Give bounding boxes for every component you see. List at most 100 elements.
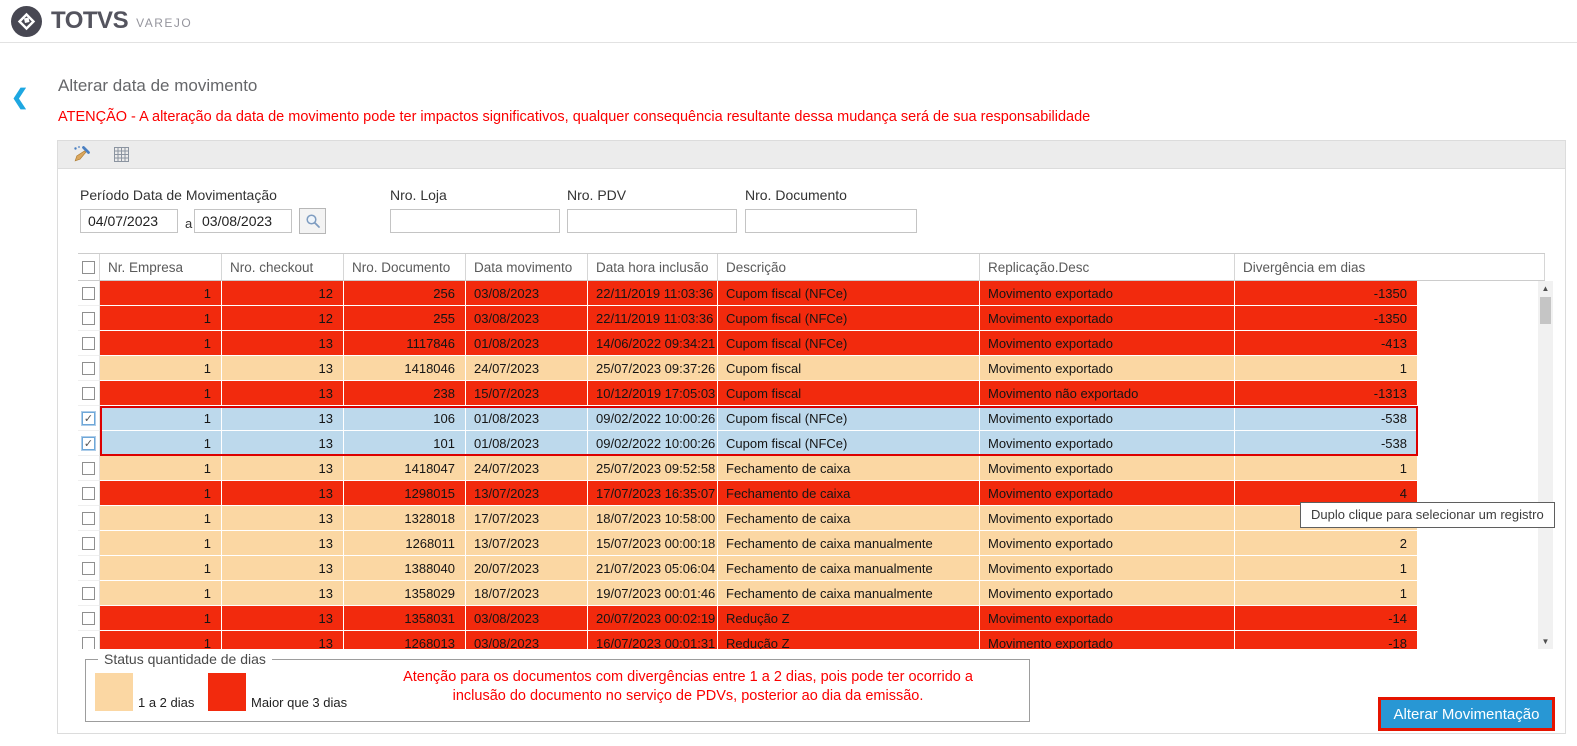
cell-replicacao: Movimento exportado [980, 631, 1235, 649]
cell-divergencia: 1 [1235, 556, 1418, 581]
cell-data_hora: 18/07/2023 10:58:00 [588, 506, 718, 531]
row-checkbox[interactable] [82, 511, 95, 525]
cell-data_movimento: 01/08/2023 [466, 406, 588, 431]
table-row[interactable]: 1 13 1358029 18/07/2023 19/07/2023 00:01:46 F… [78, 581, 1418, 606]
scroll-up-icon[interactable]: ▲ [1541, 284, 1550, 293]
table-row[interactable]: 1 12 256 03/08/2023 22/11/2019 11:03:36 Cupom… [78, 281, 1418, 306]
cell-documento: 1117846 [344, 331, 466, 356]
row-checkbox-cell: ✓ [78, 406, 100, 431]
row-checkbox-cell [78, 481, 100, 506]
cell-data_hora: 09/02/2022 10:00:26 [588, 406, 718, 431]
column-header[interactable]: Data hora inclusão [588, 254, 718, 280]
select-all-checkbox[interactable] [82, 260, 95, 274]
table-row[interactable]: 1 13 1298015 13/07/2023 17/07/2023 16:35:07 F… [78, 481, 1418, 506]
row-checkbox-cell [78, 531, 100, 556]
alterar-movimentacao-button[interactable]: Alterar Movimentação [1378, 697, 1555, 731]
cell-replicacao: Movimento exportado [980, 481, 1235, 506]
column-header[interactable]: Replicação.Desc [980, 254, 1235, 280]
grid-columns-icon[interactable] [111, 145, 131, 165]
table-row[interactable]: 1 13 1268011 13/07/2023 15/07/2023 00:00:18 F… [78, 531, 1418, 556]
cell-data_movimento: 17/07/2023 [466, 506, 588, 531]
row-checkbox[interactable] [82, 461, 95, 475]
notice-line2: inclusão do documento no serviço de PDVs… [452, 688, 924, 704]
row-checkbox[interactable] [82, 486, 95, 500]
table-row[interactable]: 1 13 1328018 17/07/2023 18/07/2023 10:58:00 F… [78, 506, 1418, 531]
cell-divergencia: -18 [1235, 631, 1418, 649]
cell-descricao: Cupom fiscal (NFCe) [718, 331, 980, 356]
row-checkbox[interactable] [82, 611, 95, 625]
cell-data_movimento: 01/08/2023 [466, 331, 588, 356]
column-header[interactable]: Divergência em dias [1235, 254, 1545, 280]
table-row[interactable]: ✓ 1 13 106 01/08/2023 09/02/2022 10:00:26 Cupo… [78, 406, 1418, 431]
table-row[interactable]: ✓ 1 13 101 01/08/2023 09/02/2022 10:00:26 Cupo… [78, 431, 1418, 456]
search-icon [305, 214, 320, 228]
table-header: Nr. Empresa Nro. checkout Nro. Documento Da… [78, 253, 1545, 281]
row-checkbox[interactable] [82, 361, 95, 375]
back-button[interactable]: ❮ [11, 86, 29, 109]
row-checkbox[interactable] [82, 636, 95, 649]
column-header[interactable]: Nr. Empresa [100, 254, 222, 280]
cell-checkout: 13 [222, 381, 344, 406]
table-row[interactable]: 1 13 1358031 03/08/2023 20/07/2023 00:02:19 R… [78, 606, 1418, 631]
row-checkbox[interactable] [82, 336, 95, 350]
table-row[interactable]: 1 13 1117846 01/08/2023 14/06/2022 09:34:21 C… [78, 331, 1418, 356]
cell-data_hora: 22/11/2019 11:03:36 [588, 281, 718, 306]
cell-divergencia: 1 [1235, 456, 1418, 481]
cell-documento: 1268011 [344, 531, 466, 556]
table-body: 1 12 256 03/08/2023 22/11/2019 11:03:36 Cupom… [78, 281, 1418, 649]
brand-product: VAREJO [136, 15, 193, 30]
date-from-input[interactable] [80, 209, 178, 233]
vertical-scrollbar[interactable]: ▲ ▼ [1538, 281, 1553, 649]
cell-empresa: 1 [100, 556, 222, 581]
cell-data_hora: 22/11/2019 11:03:36 [588, 306, 718, 331]
cell-data_movimento: 01/08/2023 [466, 431, 588, 456]
column-header[interactable]: Data movimento [466, 254, 588, 280]
scroll-down-icon[interactable]: ▼ [1541, 637, 1550, 646]
cell-documento: 101 [344, 431, 466, 456]
cell-data_movimento: 24/07/2023 [466, 356, 588, 381]
cell-data_movimento: 24/07/2023 [466, 456, 588, 481]
cell-empresa: 1 [100, 606, 222, 631]
cell-descricao: Fechamento de caixa [718, 481, 980, 506]
table-row[interactable]: 1 13 1268013 03/08/2023 16/07/2023 00:01:31 R… [78, 631, 1418, 649]
legend-swatch-red [208, 673, 246, 711]
cell-data_hora: 09/02/2022 10:00:26 [588, 431, 718, 456]
cell-divergencia: -413 [1235, 331, 1418, 356]
date-range-separator: a [185, 216, 193, 231]
cell-documento: 255 [344, 306, 466, 331]
row-checkbox[interactable] [82, 561, 95, 575]
cell-data_hora: 19/07/2023 00:01:46 [588, 581, 718, 606]
top-bar: TOTVS VAREJO [0, 0, 1577, 43]
row-checkbox[interactable] [82, 386, 95, 400]
scrollbar-thumb[interactable] [1540, 297, 1551, 324]
table-row[interactable]: 1 13 1418047 24/07/2023 25/07/2023 09:52:58 F… [78, 456, 1418, 481]
clear-filter-icon[interactable] [71, 145, 91, 165]
table-row[interactable]: 1 12 255 03/08/2023 22/11/2019 11:03:36 Cupom… [78, 306, 1418, 331]
pdv-input[interactable] [567, 209, 737, 233]
documento-input[interactable] [745, 209, 917, 233]
column-header[interactable]: Nro. Documento [344, 254, 466, 280]
cell-divergencia: 2 [1235, 531, 1418, 556]
table-row[interactable]: 1 13 1388040 20/07/2023 21/07/2023 05:06:04 F… [78, 556, 1418, 581]
cell-divergencia: 4 [1235, 481, 1418, 506]
row-checkbox[interactable]: ✓ [82, 411, 95, 425]
cell-data_movimento: 20/07/2023 [466, 556, 588, 581]
cell-empresa: 1 [100, 331, 222, 356]
loja-input[interactable] [390, 209, 560, 233]
table-row[interactable]: 1 13 1418046 24/07/2023 25/07/2023 09:37:26 C… [78, 356, 1418, 381]
row-checkbox[interactable] [82, 286, 95, 300]
column-header[interactable]: Nro. checkout [222, 254, 344, 280]
row-checkbox[interactable] [82, 311, 95, 325]
row-checkbox[interactable] [82, 536, 95, 550]
row-checkbox[interactable]: ✓ [82, 436, 95, 450]
row-checkbox-cell: ✓ [78, 431, 100, 456]
table-row[interactable]: 1 13 238 15/07/2023 10/12/2019 17:05:03 Cupom… [78, 381, 1418, 406]
search-button[interactable] [299, 208, 326, 234]
cell-descricao: Fechamento de caixa manualmente [718, 531, 980, 556]
cell-data_movimento: 03/08/2023 [466, 306, 588, 331]
column-header[interactable]: Descrição [718, 254, 980, 280]
cell-documento: 106 [344, 406, 466, 431]
row-checkbox[interactable] [82, 586, 95, 600]
row-checkbox-cell [78, 606, 100, 631]
date-to-input[interactable] [194, 209, 292, 233]
